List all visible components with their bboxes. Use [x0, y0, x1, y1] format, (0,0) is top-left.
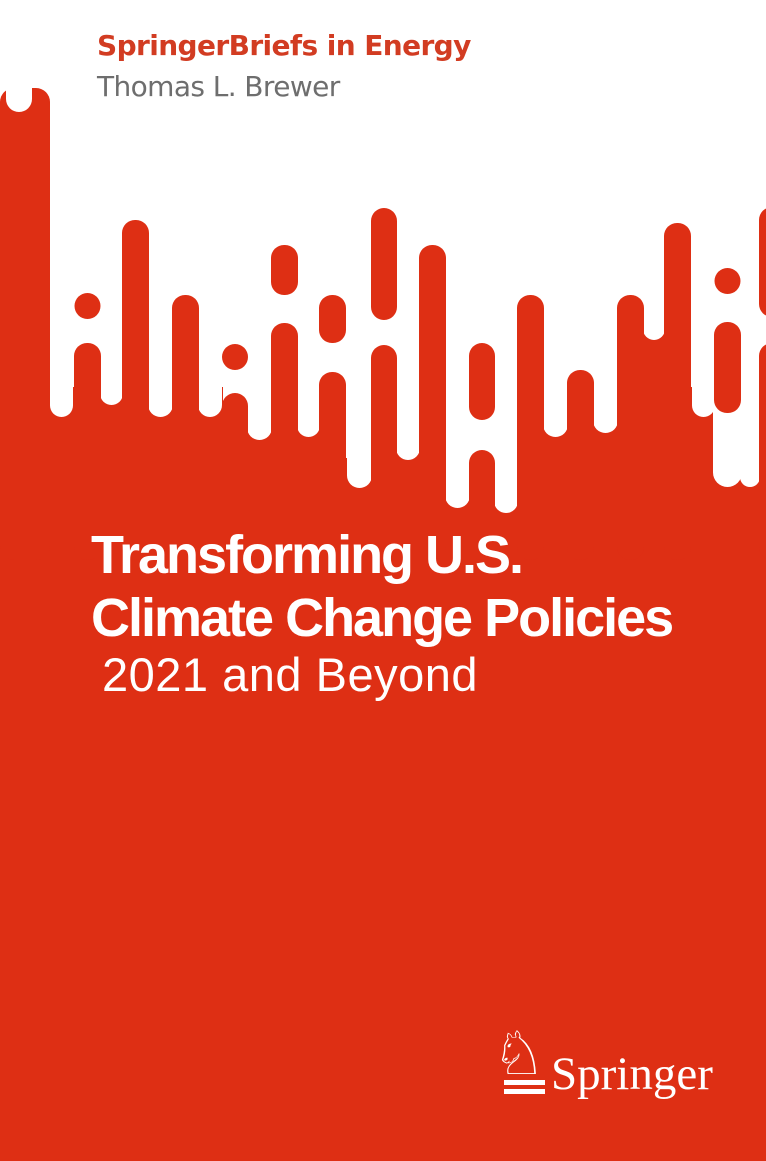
author-name: Thomas L. Brewer	[97, 70, 340, 103]
book-title-line1: Transforming U.S.	[91, 525, 524, 585]
book-title-line2: Climate Change Policies	[91, 588, 674, 648]
series-label: SpringerBriefs in Energy	[97, 29, 471, 62]
book-title: Transforming U.S. Climate Change Policie…	[91, 524, 674, 650]
book-subtitle: 2021 and Beyond	[102, 648, 478, 701]
